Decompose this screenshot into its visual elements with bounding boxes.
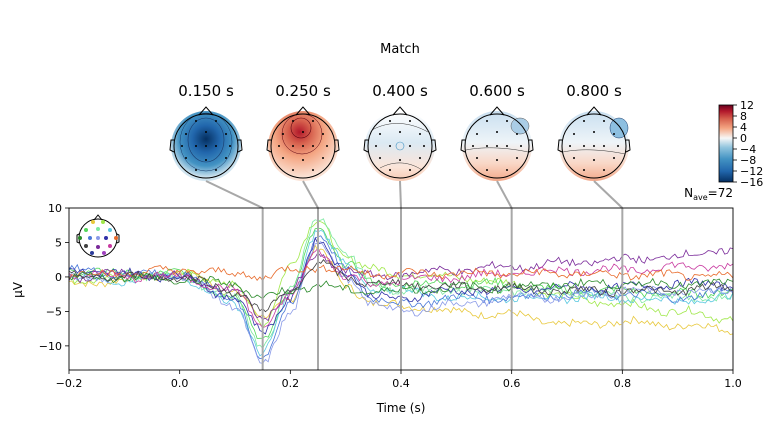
topomap-time-markers: [261, 208, 624, 370]
topomap-ear-right: [334, 139, 340, 153]
colorbar-tick-label: −8: [740, 154, 756, 167]
topomap-time-label: 0.800 s: [566, 82, 622, 100]
topomap-nose: [489, 106, 505, 116]
topomap-ear-left: [557, 139, 563, 153]
topomap-nose: [198, 106, 214, 116]
topomap-ear-right: [431, 139, 437, 153]
x-tick-label: 0.8: [614, 377, 632, 390]
x-tick-label: 1.0: [724, 377, 742, 390]
topomap-time-label: 0.250 s: [275, 82, 331, 100]
y-tick-label: 10: [48, 202, 62, 215]
topomap-contour: [562, 149, 626, 155]
topomap-connectors: [205, 180, 624, 209]
topomap-nose: [586, 106, 602, 116]
y-tick-label: 5: [55, 236, 62, 249]
nave-value: =72: [708, 186, 733, 200]
topomap-sensors: [278, 120, 328, 171]
sensor-layout-inset: [76, 214, 120, 258]
topomap-field-3: [365, 111, 435, 181]
y-axis-ticks: 10 5 0 −5 −10: [39, 202, 69, 353]
topomap-connector: [205, 180, 264, 209]
inset-sensors: [78, 220, 118, 255]
topomap-nose: [392, 106, 408, 116]
colorbar-tick-label: 8: [740, 110, 747, 123]
nave-label: Nave=72: [684, 186, 733, 202]
topomap-ear-right: [237, 139, 243, 153]
nave-sub: ave: [693, 193, 708, 202]
topomap-head-outline: [270, 113, 336, 179]
plot-area: −0.2 0.0 0.2 0.4 0.6 0.8 1.0 10 5 0 −5 −10 Time (s…: [11, 202, 742, 415]
topomap-ear-right: [625, 139, 631, 153]
topomap-ear-left: [460, 139, 466, 153]
figure-title: Match: [380, 42, 420, 57]
topomap-contour: [609, 117, 629, 139]
y-tick-label: −10: [39, 340, 62, 353]
x-tick-label: 0.4: [392, 377, 410, 390]
colorbar-tick-label: 12: [740, 99, 754, 112]
x-axis-label: Time (s): [376, 401, 426, 415]
topomap-connector: [399, 180, 402, 209]
topomap-contour: [379, 162, 423, 171]
nave-prefix: N: [684, 186, 693, 200]
topomap-contour: [510, 117, 530, 135]
y-axis-label: μV: [11, 281, 25, 298]
topomap-connector: [593, 180, 624, 209]
topomap-time-label: 0.150 s: [178, 82, 234, 100]
y-tick-label: −5: [46, 305, 62, 318]
topomap-ear-left: [266, 139, 272, 153]
topomap-contour: [290, 117, 312, 139]
inset-ear-right: [116, 233, 120, 244]
topomap-ear-left: [363, 139, 369, 153]
topomap-time-label: 0.600 s: [469, 82, 525, 100]
topomap-head-outline: [464, 113, 530, 179]
x-tick-label: −0.2: [56, 377, 83, 390]
inset-nose: [93, 214, 103, 221]
colorbar-gradient: [718, 104, 734, 183]
topomap-head-outline: [561, 113, 627, 179]
topomap-connector: [302, 180, 319, 209]
topomap-contour: [179, 112, 233, 172]
topomap-contour: [465, 147, 529, 153]
colorbar-tick-label: 0: [740, 132, 747, 145]
inset-ear-left: [76, 233, 80, 244]
topomap-ear-left: [169, 139, 175, 153]
x-axis-ticks: −0.2 0.0 0.2 0.4 0.6 0.8 1.0: [56, 370, 742, 390]
topomap-sensors: [472, 120, 522, 171]
y-tick-label: 0: [55, 271, 62, 284]
topomap-connector: [496, 180, 513, 209]
topomap-ear-right: [528, 139, 534, 153]
colorbar-tick-label: 4: [740, 121, 747, 134]
colorbar-tick-label: −4: [740, 143, 756, 156]
topomap-contour: [187, 117, 225, 163]
colorbar-tick-label: −12: [740, 165, 763, 178]
topomap-contour: [395, 141, 405, 151]
topomaps: 0.150 s 0.250 s: [169, 82, 631, 181]
topomap-sensors: [569, 120, 619, 171]
topomap-sensors: [375, 120, 425, 171]
colorbar-tick-label: −16: [740, 176, 763, 189]
x-tick-label: 0.2: [282, 377, 300, 390]
topomap-contour: [371, 123, 429, 133]
x-tick-label: 0.6: [503, 377, 521, 390]
topomap-sensors: [181, 120, 231, 171]
topomap-nose: [295, 106, 311, 116]
x-tick-label: 0.0: [171, 377, 189, 390]
topomap-time-label: 0.400 s: [372, 82, 428, 100]
topomap-head-outline: [173, 113, 239, 179]
topomap-head-outline: [367, 113, 433, 179]
